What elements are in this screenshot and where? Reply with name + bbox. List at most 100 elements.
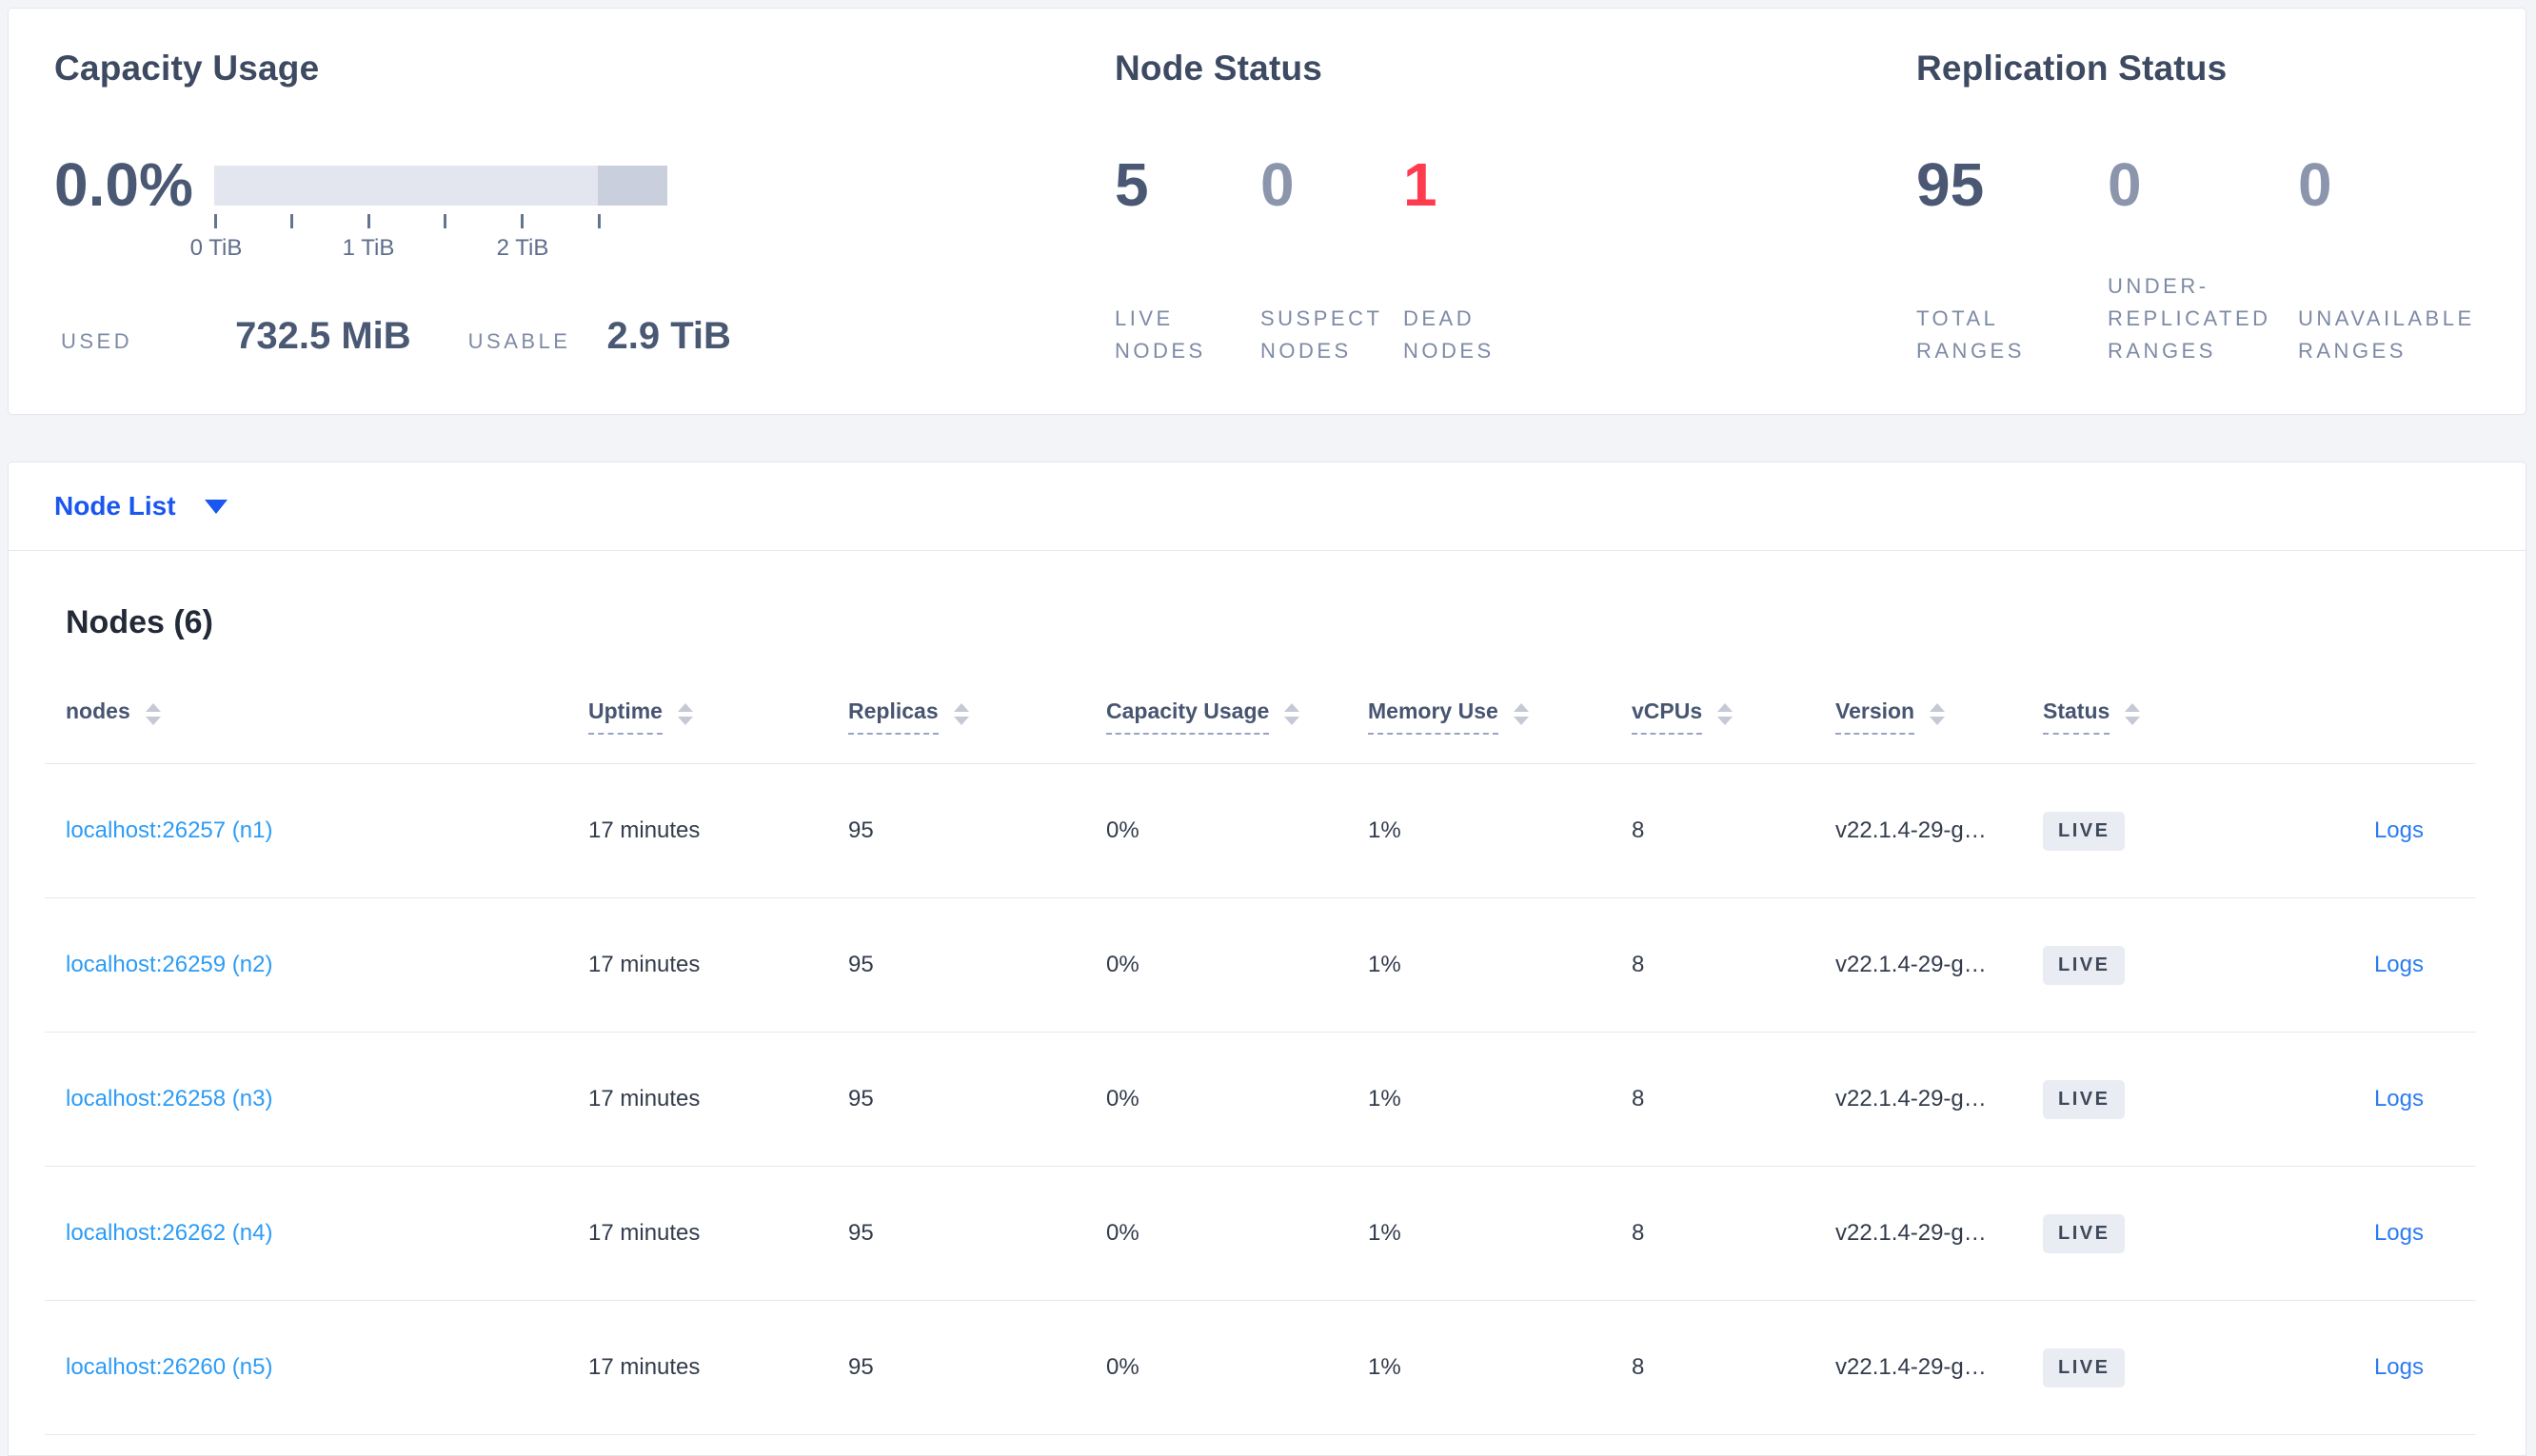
- logs-cell: Logs: [2286, 817, 2476, 844]
- logs-link[interactable]: Logs: [2373, 817, 2424, 843]
- version-cell: v22.1.4-29-g…: [1835, 817, 1987, 843]
- capacity-cell: 0%: [1106, 952, 1139, 977]
- status-cell: LIVE: [2043, 1348, 2286, 1387]
- sort-icon: [1284, 703, 1300, 725]
- uptime-cell: 17 minutes: [588, 1086, 701, 1112]
- version-cell: v22.1.4-29-g…: [1835, 952, 1987, 977]
- capacity-usage-percent: 0.0%: [54, 150, 193, 219]
- memory-cell: 1%: [1368, 1220, 1401, 1246]
- tick-mark: [290, 214, 293, 228]
- version-cell: v22.1.4-29-g…: [1835, 1220, 1987, 1246]
- table-row: localhost:26262 (n4) 17 minutes 95 0% 1%…: [45, 1167, 2476, 1301]
- cluster-summary-panel: Capacity Usage 0.0% 0 TiB 1 TiB 2 TiB US…: [8, 8, 2526, 415]
- suspect-nodes-label: SUSPECT NODES: [1260, 306, 1383, 363]
- logs-link[interactable]: Logs: [2373, 952, 2424, 977]
- column-header-vcpus[interactable]: vCPUs: [1632, 698, 1835, 735]
- capacity-bar-usable-segment: [214, 166, 598, 206]
- status-cell: LIVE: [2043, 1213, 2286, 1253]
- node-list-dropdown-bar: Node List: [9, 462, 2526, 551]
- version-cell: v22.1.4-29-g…: [1835, 1354, 1987, 1380]
- node-list-panel: Node List Nodes (6) nodes Uptime Replica…: [8, 462, 2526, 1456]
- table-row: localhost:26260 (n5) 17 minutes 95 0% 1%…: [45, 1301, 2476, 1435]
- capacity-usage-bar: [214, 166, 667, 206]
- capacity-bar-reserved-segment: [598, 166, 667, 206]
- suspect-nodes-count: 0: [1260, 150, 1295, 219]
- node-link[interactable]: localhost:26259 (n2): [66, 952, 273, 977]
- node-link[interactable]: localhost:26258 (n3): [66, 1086, 273, 1112]
- node-list-dropdown-label: Node List: [54, 491, 176, 521]
- replicas-cell: 95: [848, 1220, 874, 1246]
- node-cell: localhost:26260 (n5): [66, 1354, 588, 1381]
- vcpus-cell: 8: [1632, 1220, 1645, 1246]
- used-value: 732.5 MiB: [235, 315, 411, 357]
- sort-icon: [1930, 703, 1946, 725]
- memory-cell: 1%: [1368, 817, 1401, 843]
- status-cell: LIVE: [2043, 1079, 2286, 1119]
- status-badge: LIVE: [2043, 1079, 2126, 1119]
- status-badge: LIVE: [2043, 811, 2126, 851]
- logs-cell: Logs: [2286, 1220, 2476, 1247]
- capacity-bar-ticks: [214, 214, 667, 229]
- node-link[interactable]: localhost:26262 (n4): [66, 1220, 273, 1246]
- tick-mark: [367, 214, 370, 228]
- unavailable-ranges-count: 0: [2298, 150, 2332, 219]
- total-ranges-count: 95: [1916, 150, 1985, 219]
- column-header-capacity-usage[interactable]: Capacity Usage: [1106, 698, 1368, 735]
- logs-link[interactable]: Logs: [2373, 1086, 2424, 1112]
- tick-mark: [444, 214, 446, 228]
- node-status-title: Node Status: [1115, 49, 1323, 88]
- nodes-section-title: Nodes (6): [66, 604, 213, 640]
- column-header-uptime[interactable]: Uptime: [588, 698, 848, 735]
- tick-label: 2 TiB: [496, 235, 549, 261]
- replicas-cell: 95: [848, 952, 874, 977]
- version-cell: v22.1.4-29-g…: [1835, 1086, 1987, 1112]
- uptime-cell: 17 minutes: [588, 952, 701, 977]
- tick-label: 0 TiB: [189, 235, 243, 261]
- status-badge: LIVE: [2043, 945, 2126, 985]
- capacity-usage-title: Capacity Usage: [54, 49, 320, 88]
- node-list-dropdown[interactable]: Node List: [54, 491, 228, 521]
- capacity-cell: 0%: [1106, 1354, 1139, 1380]
- sort-icon: [145, 703, 161, 725]
- nodes-table-header: nodes Uptime Replicas Capacity Usage Mem…: [45, 698, 2476, 764]
- sort-icon: [2125, 703, 2141, 725]
- under-replicated-ranges-count: 0: [2108, 150, 2142, 219]
- table-row: localhost:26259 (n2) 17 minutes 95 0% 1%…: [45, 898, 2476, 1033]
- logs-cell: Logs: [2286, 1086, 2476, 1112]
- replicas-cell: 95: [848, 1354, 874, 1380]
- node-link[interactable]: localhost:26260 (n5): [66, 1354, 273, 1380]
- node-cell: localhost:26258 (n3): [66, 1086, 588, 1112]
- logs-link[interactable]: Logs: [2373, 1220, 2424, 1246]
- node-cell: localhost:26257 (n1): [66, 817, 588, 844]
- memory-cell: 1%: [1368, 952, 1401, 977]
- node-cell: localhost:26262 (n4): [66, 1220, 588, 1247]
- tick-mark: [521, 214, 524, 228]
- status-cell: LIVE: [2043, 945, 2286, 985]
- usable-value: 2.9 TiB: [606, 315, 731, 357]
- total-ranges-label: TOTAL RANGES: [1916, 306, 2025, 363]
- vcpus-cell: 8: [1632, 952, 1645, 977]
- sort-icon: [1717, 703, 1734, 725]
- live-nodes-count: 5: [1115, 150, 1149, 219]
- chevron-down-icon: [204, 499, 228, 514]
- column-header-memory-use[interactable]: Memory Use: [1368, 698, 1632, 735]
- used-label: USED: [61, 329, 133, 353]
- column-header-status[interactable]: Status: [2043, 698, 2286, 735]
- table-row: localhost:26258 (n3) 17 minutes 95 0% 1%…: [45, 1033, 2476, 1167]
- node-cell: localhost:26259 (n2): [66, 952, 588, 978]
- tick-label: 1 TiB: [342, 235, 395, 261]
- sort-icon: [677, 703, 693, 725]
- memory-cell: 1%: [1368, 1086, 1401, 1112]
- status-cell: LIVE: [2043, 811, 2286, 851]
- logs-link[interactable]: Logs: [2373, 1354, 2424, 1380]
- node-link[interactable]: localhost:26257 (n1): [66, 817, 273, 843]
- column-header-nodes[interactable]: nodes: [66, 698, 588, 735]
- table-row: localhost:26257 (n1) 17 minutes 95 0% 1%…: [45, 764, 2476, 898]
- under-replicated-ranges-label: UNDER- REPLICATED RANGES: [2108, 274, 2271, 363]
- memory-cell: 1%: [1368, 1354, 1401, 1380]
- replicas-cell: 95: [848, 817, 874, 843]
- unavailable-ranges-label: UNAVAILABLE RANGES: [2298, 306, 2475, 363]
- capacity-used-usable-row: USED 732.5 MiB USABLE 2.9 TiB: [61, 315, 731, 358]
- column-header-version[interactable]: Version: [1835, 698, 2043, 735]
- column-header-replicas[interactable]: Replicas: [848, 698, 1106, 735]
